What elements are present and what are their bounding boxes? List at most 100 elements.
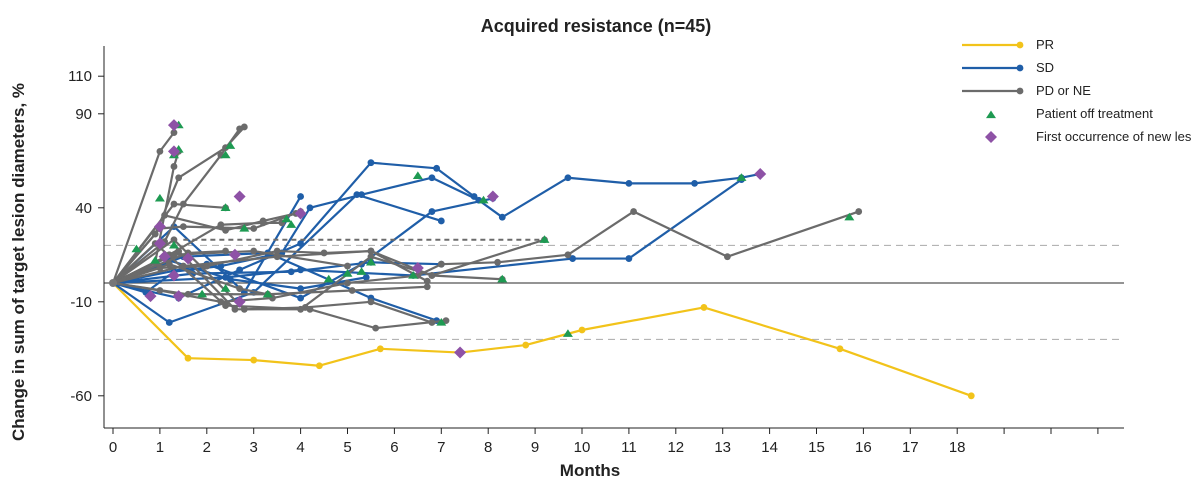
- x-tick-label: 0: [109, 439, 117, 456]
- y-ticks: -60 -10 40 90 110: [68, 68, 104, 405]
- off-treatment-marker: [408, 270, 419, 279]
- data-point: [578, 326, 586, 334]
- data-point: [226, 275, 234, 283]
- x-tick-label: 17: [902, 439, 919, 456]
- data-point: [836, 345, 844, 353]
- x-tick-label: 15: [808, 439, 825, 456]
- data-point: [236, 266, 244, 274]
- data-point: [353, 191, 361, 199]
- off-treatment-marker: [239, 223, 250, 232]
- data-point: [259, 219, 267, 227]
- new-lesion-marker: [182, 252, 195, 265]
- x-tick-label: 11: [621, 439, 637, 456]
- data-point: [348, 287, 356, 294]
- data-point: [367, 253, 375, 261]
- data-point: [362, 273, 370, 281]
- data-point: [217, 221, 225, 229]
- off-treatment-marker: [539, 235, 550, 243]
- new-lesion-marker: [153, 237, 166, 250]
- off-treatment-marker: [497, 274, 508, 283]
- data-point: [691, 179, 698, 187]
- legend-swatch-dot: [1016, 41, 1024, 49]
- off-treatment-marker: [220, 150, 231, 159]
- off-treatment-marker: [844, 212, 855, 221]
- off-treatment-marker: [365, 257, 376, 266]
- data-point: [170, 129, 178, 137]
- x-tick-label: 6: [390, 439, 398, 456]
- data-point: [184, 354, 192, 362]
- x-tick-label: 12: [667, 439, 684, 456]
- legend-swatch-diamond: [985, 131, 997, 143]
- data-point: [250, 247, 258, 255]
- new-lesion-marker: [158, 250, 171, 263]
- data-point: [376, 345, 384, 353]
- data-point: [442, 317, 450, 324]
- marker-layer: [131, 119, 855, 359]
- data-point: [564, 174, 572, 182]
- data-point: [428, 319, 436, 326]
- new-lesion-marker: [411, 261, 424, 274]
- new-lesion-marker: [233, 190, 246, 203]
- data-point: [222, 226, 229, 234]
- data-point: [423, 277, 431, 285]
- y-tick-label: 110: [68, 68, 92, 85]
- x-tick-label: 16: [855, 439, 872, 456]
- data-point: [344, 279, 351, 287]
- data-point: [165, 319, 173, 326]
- data-point: [297, 285, 304, 293]
- data-point: [236, 285, 244, 293]
- legend-label: SD: [1036, 60, 1054, 75]
- legend-swatch-triangle: [986, 110, 996, 119]
- legend-entry: PD or NE: [962, 83, 1091, 98]
- axes: [103, 46, 1124, 429]
- x-tick-label: 13: [714, 439, 731, 456]
- new-lesion-marker: [486, 190, 499, 203]
- data-point: [217, 298, 225, 306]
- new-lesion-marker: [228, 248, 241, 261]
- data-point: [170, 200, 178, 208]
- x-tick-label: 2: [203, 439, 211, 456]
- data-point: [184, 290, 192, 298]
- legend-label: Patient off treatment: [1036, 106, 1153, 121]
- data-point: [428, 272, 436, 279]
- series-line-pd: [112, 249, 348, 284]
- new-lesion-marker: [754, 167, 767, 180]
- data-point: [522, 341, 530, 349]
- legend-entry: SD: [962, 60, 1054, 75]
- series-line-pd: [112, 242, 447, 330]
- data-point: [297, 294, 304, 302]
- off-treatment-marker: [220, 203, 231, 211]
- off-treatment-marker: [197, 289, 208, 298]
- off-treatment-marker: [131, 244, 142, 253]
- data-point: [494, 258, 501, 266]
- new-lesion-marker: [167, 269, 180, 282]
- data-point: [367, 298, 375, 306]
- data-point: [222, 247, 229, 255]
- data-point: [297, 266, 304, 274]
- data-point: [170, 236, 178, 244]
- origin-point: [109, 279, 117, 287]
- data-point: [625, 255, 633, 262]
- data-point: [700, 304, 708, 311]
- data-point: [170, 251, 178, 259]
- x-tick-label: 18: [949, 439, 966, 456]
- legend-label: PD or NE: [1036, 83, 1091, 98]
- data-point: [175, 247, 183, 255]
- off-treatment-marker: [168, 240, 179, 249]
- data-point: [437, 260, 445, 268]
- data-point: [231, 305, 239, 313]
- data-point: [175, 174, 183, 182]
- x-tick-label: 9: [531, 439, 539, 456]
- off-treatment-marker: [342, 269, 353, 277]
- x-tick-label: 1: [156, 439, 164, 456]
- data-point: [372, 324, 380, 332]
- data-point: [179, 223, 187, 231]
- data-point: [250, 225, 258, 232]
- x-tick-label: 14: [761, 439, 778, 456]
- y-tick-label: -60: [70, 388, 92, 405]
- data-point: [498, 213, 506, 221]
- data-point: [423, 283, 431, 291]
- data-point: [297, 193, 304, 200]
- data-point: [437, 217, 445, 225]
- legend: PR SD PD or NE Patient off treatment First o…: [962, 37, 1192, 144]
